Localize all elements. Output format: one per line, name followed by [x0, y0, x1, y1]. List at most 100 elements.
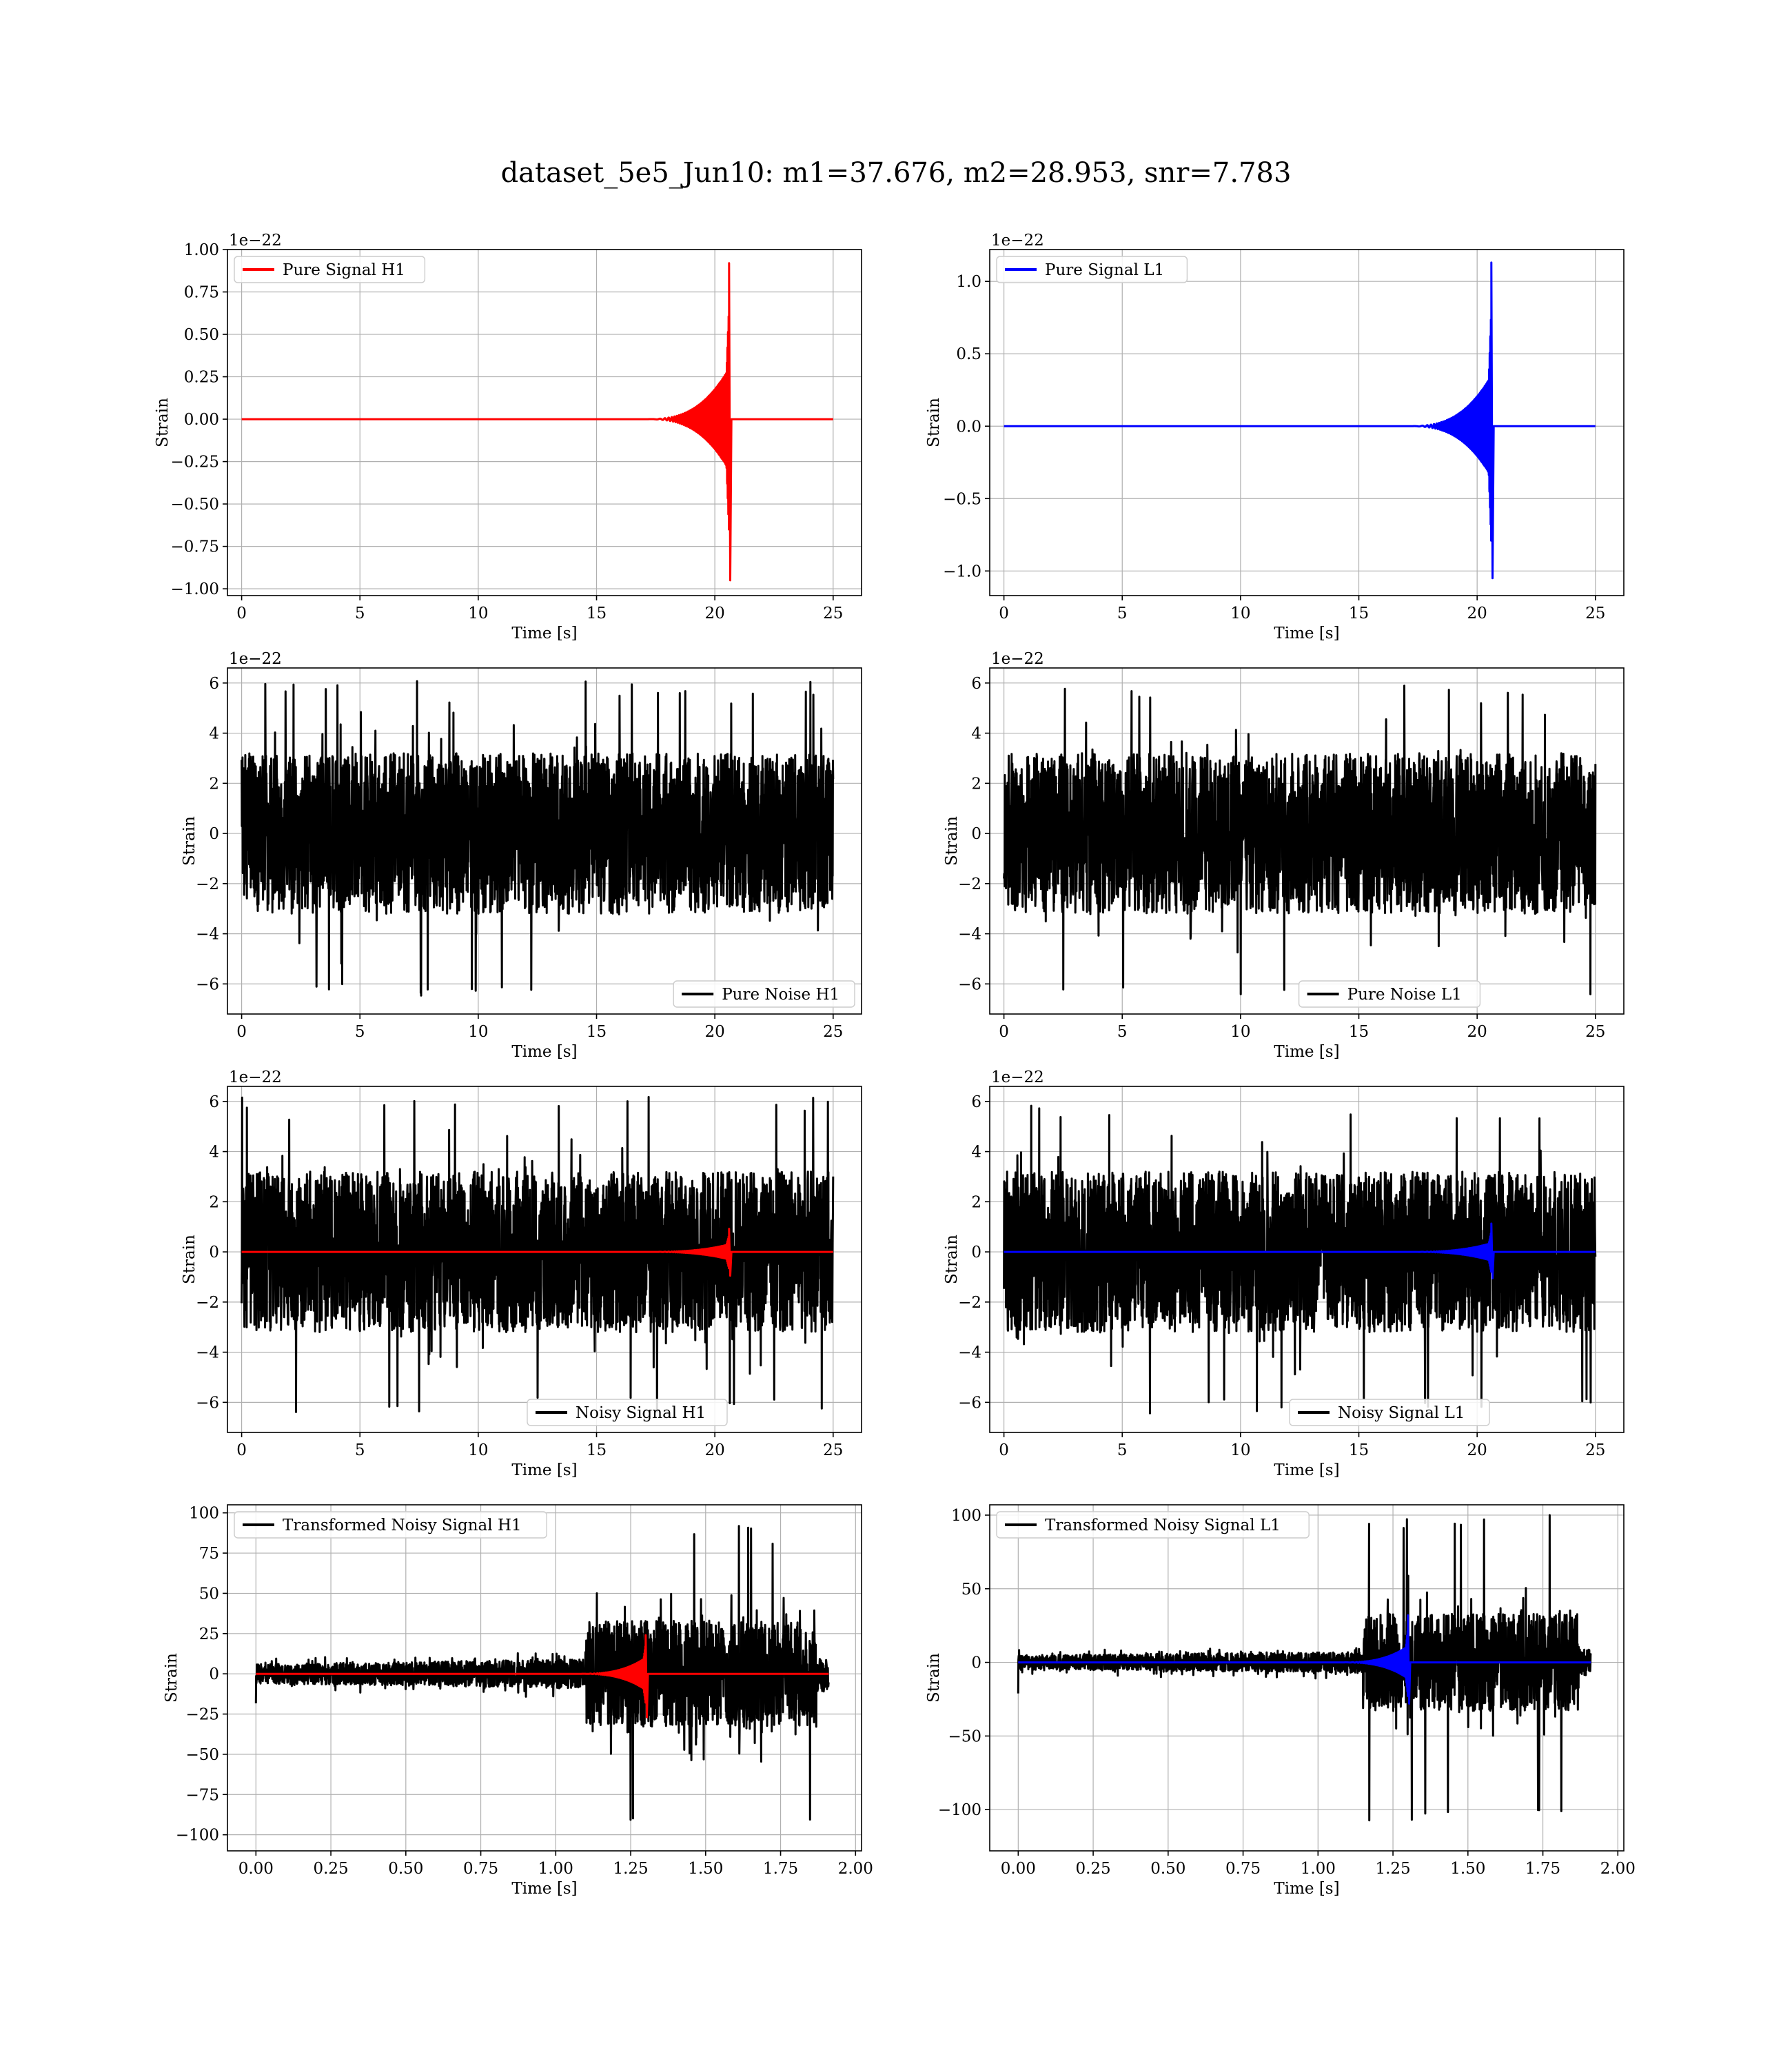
x-tick-label: 0.25 — [1075, 1860, 1110, 1878]
y-axis-label: Strain — [925, 1653, 943, 1703]
x-tick-label: 5 — [1117, 1023, 1128, 1041]
panel-noisy-signal-l1: 0 5 10 15 20 25 −6 −4 −2 0 2 4 6 1e−22 Time [s] Strain N… — [900, 1064, 1631, 1492]
y-tick-label: 0.75 — [184, 284, 219, 302]
y-tick-label: −2 — [196, 875, 219, 893]
y-axis-label: Strain — [181, 816, 198, 866]
y-tick-label: 0.50 — [184, 326, 219, 344]
x-tick-label: 0 — [236, 1023, 247, 1041]
y-tick-label: −75 — [185, 1786, 219, 1804]
series-line — [241, 1095, 835, 1413]
legend: Noisy Signal L1 — [1289, 1399, 1490, 1426]
legend: Pure Signal H1 — [234, 256, 426, 283]
y-tick-label: 0 — [971, 825, 981, 843]
y-axis-label: Strain — [154, 398, 172, 447]
series-line-signal — [241, 1228, 833, 1277]
x-tick-label: 10 — [468, 1441, 488, 1459]
series-group — [254, 1525, 830, 1821]
chart-transformed-noisy-signal-h1: 0.00 0.25 0.50 0.75 1.00 1.25 1.50 1.75 2.00 −100… — [163, 1504, 873, 1898]
y-tick-label: −6 — [196, 975, 219, 993]
x-tick-label: 0.25 — [313, 1860, 348, 1878]
y-tick-label: 4 — [209, 725, 219, 743]
y-tick-label: 6 — [209, 675, 219, 693]
panel-transformed-noisy-signal-l1: 0.00 0.25 0.50 0.75 1.00 1.25 1.50 1.75 2.00 −100… — [900, 1483, 1636, 1910]
legend-label: Pure Signal L1 — [1045, 261, 1164, 279]
x-tick-label: 1.50 — [688, 1860, 723, 1878]
chart-transformed-noisy-signal-l1: 0.00 0.25 0.50 0.75 1.00 1.25 1.50 1.75 2.00 −100… — [925, 1504, 1636, 1898]
panel-pure-noise-h1: 0 5 10 15 20 25 −6 −4 −2 0 2 4 6 1e−22 Time [s] Strain P… — [138, 646, 868, 1073]
axes-frame — [227, 1504, 862, 1852]
y-axis-label: Strain — [181, 1235, 198, 1284]
x-tick-label: 15 — [1349, 605, 1369, 622]
y-tick-label: −1.0 — [943, 562, 981, 580]
x-tick-label: 20 — [705, 1023, 725, 1041]
axes-frame — [989, 1504, 1625, 1852]
x-tick-label: 25 — [823, 1023, 843, 1041]
x-tick-label: 1.25 — [1375, 1860, 1410, 1878]
y-tick-label: 0 — [209, 1244, 219, 1261]
x-tick-label: 15 — [587, 1023, 607, 1041]
axes-frame — [227, 667, 862, 1015]
y-axis-label: Strain — [925, 398, 943, 447]
legend: Pure Noise L1 — [1298, 980, 1481, 1008]
x-tick-label: 25 — [823, 1441, 843, 1459]
x-axis-label: Time [s] — [1274, 1043, 1339, 1061]
chart-pure-noise-l1: 0 5 10 15 20 25 −6 −4 −2 0 2 4 6 1e−22 Time [s] Strain P… — [943, 650, 1625, 1061]
y-tick-label: 0 — [209, 825, 219, 843]
y-tick-label: 0.0 — [956, 418, 981, 436]
x-tick-label: 5 — [1117, 1441, 1128, 1459]
x-tick-label: 25 — [823, 605, 843, 622]
x-tick-label: 0 — [236, 1441, 247, 1459]
ticks: 0 5 10 15 20 25 −6 −4 −2 0 2 4 6 — [196, 675, 843, 1041]
series-line-signal — [1004, 261, 1596, 580]
y-tick-label: −100 — [176, 1827, 219, 1845]
legend-box — [1298, 980, 1481, 1008]
series-line-signal — [241, 262, 833, 582]
x-axis-label: Time [s] — [1274, 1461, 1339, 1479]
legend-label: Noisy Signal L1 — [1338, 1404, 1465, 1422]
y-tick-label: 2 — [209, 775, 219, 793]
y-axis-label: Strain — [163, 1653, 181, 1703]
y-tick-label: 4 — [209, 1144, 219, 1162]
legend-box — [234, 1511, 547, 1539]
axes-frame — [989, 249, 1625, 596]
axes-frame — [227, 1086, 862, 1433]
y-tick-label: −2 — [958, 1294, 981, 1312]
chart-pure-signal-l1: 0 5 10 15 20 25 −1.0 −0.5 0.0 0.5 1.0 1e−22 Time [s]… — [925, 232, 1625, 642]
y-tick-label: 1.0 — [956, 273, 981, 291]
y-tick-label: 50 — [961, 1581, 981, 1599]
y-tick-label: −0.25 — [171, 454, 219, 472]
chart-noisy-signal-h1: 0 5 10 15 20 25 −6 −4 −2 0 2 4 6 1e−22 Time [s] Strain N… — [181, 1068, 862, 1479]
x-tick-label: 5 — [355, 605, 365, 622]
y-tick-label: 0 — [971, 1244, 981, 1261]
y-axis-label: Strain — [943, 1235, 961, 1284]
ticks: 0 5 10 15 20 25 −6 −4 −2 0 2 4 6 — [958, 1093, 1605, 1459]
x-axis-label: Time [s] — [1274, 1880, 1339, 1898]
x-tick-label: 25 — [1585, 605, 1605, 622]
chart-noisy-signal-l1: 0 5 10 15 20 25 −6 −4 −2 0 2 4 6 1e−22 Time [s] Strain N… — [943, 1068, 1625, 1479]
x-tick-label: 10 — [1230, 605, 1250, 622]
x-tick-label: 0 — [236, 605, 247, 622]
y-axis-label: Strain — [943, 816, 961, 866]
axes-frame — [989, 1086, 1625, 1433]
offset-text: 1e−22 — [229, 650, 282, 668]
x-axis-label: Time [s] — [511, 1043, 577, 1061]
y-tick-label: 75 — [199, 1545, 219, 1563]
y-tick-label: −0.75 — [171, 538, 219, 556]
x-tick-label: 15 — [587, 1441, 607, 1459]
y-tick-label: 0.5 — [956, 345, 981, 363]
series-group — [1017, 1514, 1592, 1822]
y-tick-label: 2 — [971, 1193, 981, 1211]
ticks: 0 5 10 15 20 25 −1.00 −0.75 −0.50 −0.25 0.00 0.25 0.… — [171, 241, 844, 622]
y-tick-label: −4 — [196, 1344, 219, 1362]
y-tick-label: 25 — [199, 1625, 219, 1643]
y-tick-label: 50 — [199, 1585, 219, 1603]
panel-noisy-signal-h1: 0 5 10 15 20 25 −6 −4 −2 0 2 4 6 1e−22 Time [s] Strain N… — [138, 1064, 868, 1492]
series-group — [241, 680, 835, 997]
series-line — [1003, 1104, 1597, 1415]
ticks: 0 5 10 15 20 25 −6 −4 −2 0 2 4 6 — [196, 1093, 843, 1459]
y-tick-label: −25 — [185, 1706, 219, 1724]
x-tick-label: 20 — [705, 1441, 725, 1459]
ticks: 0.00 0.25 0.50 0.75 1.00 1.25 1.50 1.75 2.00 −100… — [176, 1505, 873, 1878]
chart-pure-signal-h1: 0 5 10 15 20 25 −1.00 −0.75 −0.50 −0.25 0.00 0.25 0.… — [154, 232, 862, 642]
x-tick-label: 20 — [1467, 1441, 1487, 1459]
